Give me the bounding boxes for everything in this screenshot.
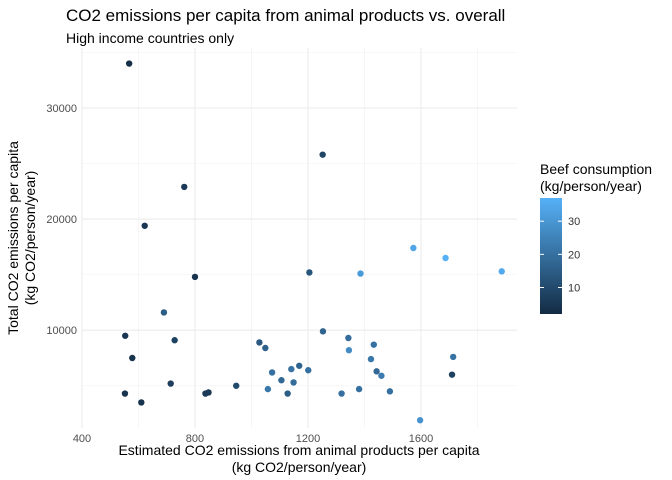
data-point [345,347,353,354]
data-point [171,337,178,344]
data-point [442,254,449,262]
y-tick-label: 20000 [46,214,77,226]
data-point [296,362,303,369]
data-point [125,60,133,67]
data-point [410,244,417,252]
data-point [319,151,326,158]
data-point [338,390,345,397]
data-point [378,372,385,379]
x-tick-label: 1600 [409,433,433,445]
data-point [370,341,377,348]
chart-subtitle: High income countries only [66,30,235,46]
y-axis-title-line-1: Total CO2 emissions per capita [5,141,21,335]
grid [81,48,517,428]
y-tick-label: 10000 [46,325,77,337]
x-axis-title-line-1: Estimated CO2 emissions from animal prod… [118,442,479,458]
data-point [448,371,456,378]
data-point [262,344,269,352]
data-point [290,379,297,386]
data-point [386,388,394,395]
data-point [305,367,312,374]
data-point [141,222,148,229]
data-point [122,332,129,339]
data-point [129,354,136,362]
data-point [256,339,263,346]
chart-title: CO2 emissions per capita from animal pro… [66,6,506,25]
data-point [233,382,240,389]
x-tick-label: 800 [186,433,204,445]
legend-title-line-2: (kg/person/year) [540,178,642,194]
data-point [278,377,285,384]
data-point [121,390,129,397]
data-point [160,309,168,316]
data-point [284,390,291,397]
data-point [449,353,457,361]
data-points [121,60,505,424]
data-point [167,380,174,387]
data-point [367,355,375,363]
legend-ticks: 10 20 30 [540,216,580,294]
data-point [416,417,424,424]
data-point [373,368,380,375]
data-point [205,389,212,396]
data-point [355,385,363,393]
data-point [264,385,272,393]
data-point [191,273,199,281]
x-tick-label: 400 [73,433,91,445]
data-point [319,328,327,335]
legend-tick-label: 30 [568,216,580,228]
data-point [288,365,295,373]
data-point [268,369,276,376]
y-axis-title-line-2: (kg CO2/person/year) [22,171,38,306]
legend-tick-label: 10 [568,282,580,294]
y-axis-ticks: 10000 20000 30000 [46,103,77,337]
data-point [357,270,364,277]
x-tick-label: 1200 [296,433,320,445]
legend-title-line-1: Beef consumption [540,161,652,177]
x-axis-title-line-2: (kg CO2/person/year) [232,459,367,475]
legend-colorbar [540,198,562,314]
data-point [345,334,352,342]
color-legend: Beef consumption (kg/person/year) 10 20 30 [540,161,652,314]
data-point [181,183,188,191]
y-tick-label: 30000 [46,103,77,115]
x-axis-ticks: 400 800 1200 1600 [73,433,433,445]
legend-tick-label: 20 [568,249,580,261]
data-point [498,268,505,275]
data-point [138,399,145,406]
data-point [306,269,313,276]
